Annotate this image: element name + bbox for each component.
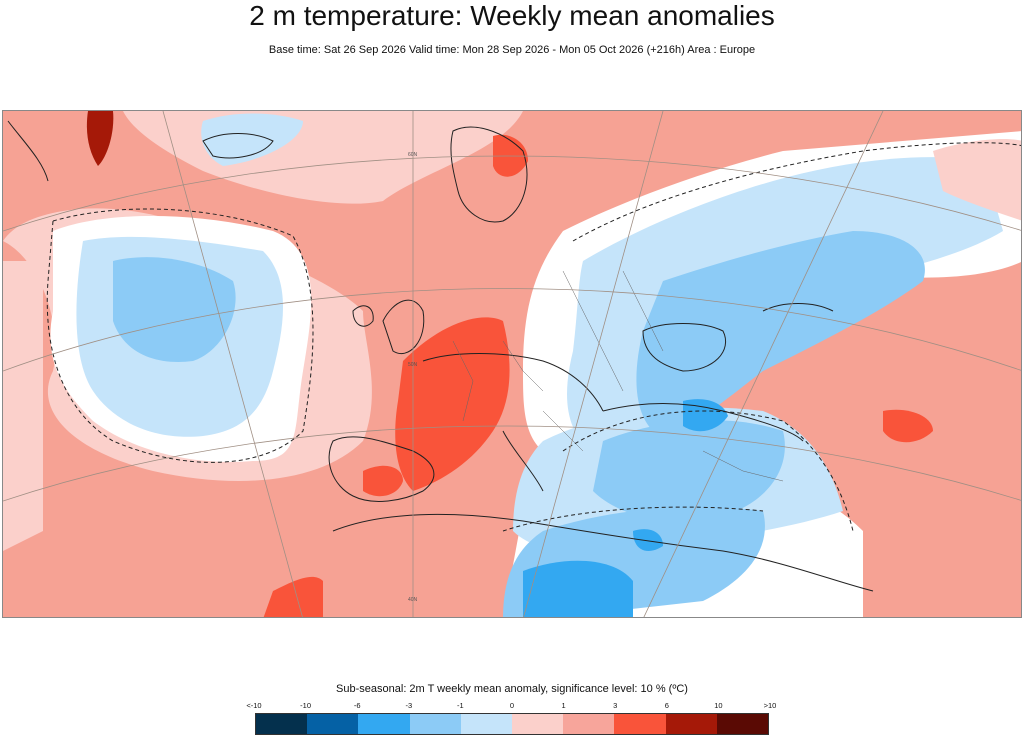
graticule-label-40n: 40N: [408, 597, 418, 603]
legend-tick-label: <-10: [246, 701, 262, 710]
legend-bin-2: [358, 714, 410, 734]
legend-tick-label: 6: [664, 701, 669, 710]
legend-bin-8: [665, 714, 717, 734]
legend-bin-9: [716, 714, 769, 734]
anomaly-field-warm-morocco: [263, 576, 323, 617]
legend-tick-label: -10: [300, 701, 312, 710]
anomaly-field-light-pink-west: [3, 261, 43, 551]
legend-bin-5: [512, 714, 564, 734]
anomaly-field-mid-blue-balkans: [593, 420, 785, 522]
legend-bin-0: [256, 714, 308, 734]
graticule: [3, 111, 1021, 617]
legend-bin-7: [614, 714, 666, 734]
legend-ticks: <-10 -10 -6 -3 -1 0 1 3 6 10 >10: [246, 701, 776, 711]
anomaly-field-mid-blue-atlantic: [113, 257, 236, 362]
anomaly-field-deep-blue-turkey: [683, 399, 728, 432]
anomaly-field-light-blue-north: [201, 113, 303, 166]
legend-tick-label: -1: [457, 701, 464, 710]
legend-tick-label: 0: [509, 701, 515, 710]
legend-title: Sub-seasonal: 2m T weekly mean anomaly, …: [336, 683, 688, 695]
legend-tick-label: 3: [613, 701, 618, 710]
coastlines: [7, 120, 874, 592]
anomaly-field-warm-greenland: [86, 111, 114, 166]
graticule-label-50n: 50N: [408, 362, 418, 368]
anomaly-field-deep-blue-libya: [523, 560, 633, 617]
legend-bin-3: [409, 714, 461, 734]
anomaly-field-warm-iran: [883, 409, 933, 443]
legend-tick-label: -3: [405, 701, 413, 710]
anomaly-field-warm-iberia: [363, 465, 403, 497]
anomaly-field-deep-blue-med: [633, 529, 663, 551]
country-borders: [452, 270, 784, 482]
legend-colorbar: [255, 713, 769, 735]
legend-bin-4: [460, 714, 513, 734]
map-panel[interactable]: 60N 50N 40N: [2, 110, 1022, 618]
anomaly-field-mid-blue-east: [636, 231, 925, 431]
legend-tick-label: -6: [353, 701, 361, 710]
legend-tick-label: 10: [714, 701, 723, 710]
legend-bin-6: [563, 714, 615, 734]
chart-subtitle: Base time: Sat 26 Sep 2026 Valid time: M…: [268, 44, 756, 56]
legend-tick-label: 1: [561, 701, 566, 710]
significance-contours: [46, 142, 1021, 532]
chart-title: 2 m temperature: Weekly mean anomalies: [249, 0, 775, 31]
anomaly-field-light-pink-russia: [933, 139, 1021, 221]
map-canvas: 60N 50N 40N: [3, 111, 1021, 617]
legend-bin-1: [307, 714, 359, 734]
legend-tick-label: >10: [763, 701, 777, 710]
graticule-label-60n: 60N: [408, 152, 418, 158]
